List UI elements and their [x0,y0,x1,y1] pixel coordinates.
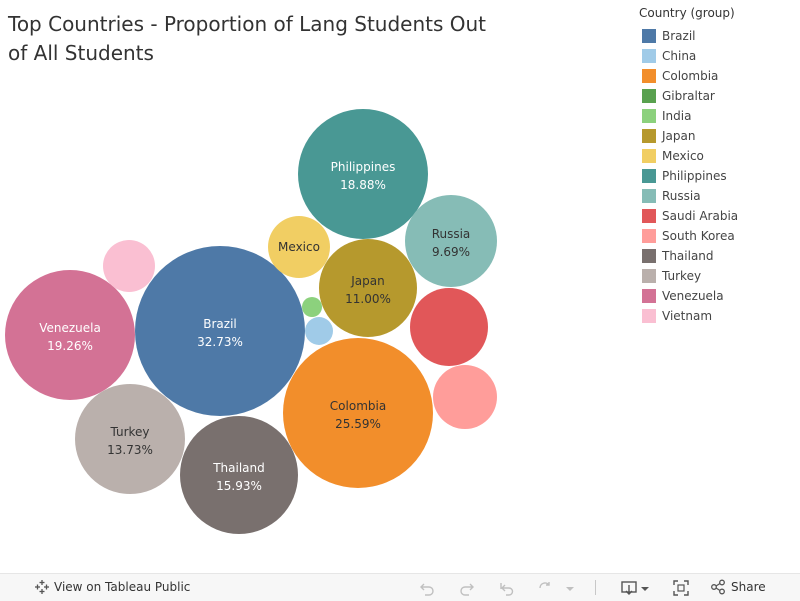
legend-swatch [642,149,656,163]
legend-label: Turkey [662,269,702,283]
refresh-icon[interactable] [536,579,554,597]
bubble-vietnam[interactable] [103,240,155,292]
toolbar-separator [595,580,596,595]
view-on-tableau-public-link[interactable]: View on Tableau Public [34,579,190,595]
legend-item-gibraltar[interactable]: Gibraltar [639,86,799,106]
legend-swatch [642,109,656,123]
legend-item-china[interactable]: China [639,46,799,66]
bubble-name-label: Philippines [331,160,396,174]
bubble-name-label: Venezuela [39,321,101,335]
legend-label: Russia [662,189,701,203]
refresh-dropdown-chevron-icon[interactable] [564,579,576,597]
bubble-name-label: Mexico [278,240,320,254]
legend-item-colombia[interactable]: Colombia [639,66,799,86]
bubble-name-label: Colombia [330,399,386,413]
legend-item-saudi-arabia[interactable]: Saudi Arabia [639,206,799,226]
legend-label: Colombia [662,69,719,83]
bubble-south-korea[interactable] [433,365,497,429]
legend-label: Japan [662,129,696,143]
bubble-name-label: Thailand [212,461,265,475]
legend-label: Thailand [662,249,714,263]
legend-item-brazil[interactable]: Brazil [639,26,799,46]
legend-swatch [642,29,656,43]
bubble-india[interactable] [302,297,322,317]
bubble-japan[interactable] [319,239,417,337]
legend-swatch [642,289,656,303]
legend-item-thailand[interactable]: Thailand [639,246,799,266]
legend-swatch [642,229,656,243]
legend-swatch [642,309,656,323]
legend-swatch [642,189,656,203]
bubble-philippines[interactable] [298,109,428,239]
legend-swatch [642,129,656,143]
legend-label: Venezuela [662,289,724,303]
undo-icon[interactable] [418,579,436,597]
bubble-venezuela[interactable] [5,270,135,400]
tableau-logo-icon [35,580,49,594]
download-icon[interactable] [620,579,652,597]
chart-title: Top Countries - Proportion of Lang Stude… [8,12,487,65]
bubble-value-label: 32.73% [197,335,243,349]
legend-item-mexico[interactable]: Mexico [639,146,799,166]
bubble-value-label: 19.26% [47,339,93,353]
legend-item-india[interactable]: India [639,106,799,126]
legend-label: Saudi Arabia [662,209,739,223]
bubble-value-label: 15.93% [216,479,262,493]
legend-item-turkey[interactable]: Turkey [639,266,799,286]
bubble-name-label: Brazil [203,317,237,331]
bubble-saudi-arabia[interactable] [410,288,488,366]
bubble-colombia[interactable] [283,338,433,488]
legend-swatch [642,249,656,263]
legend-label: Mexico [662,149,704,163]
share-icon [711,579,725,595]
bubble-value-label: 13.73% [107,443,153,457]
legend-title: Country (group) [639,6,735,20]
bubble-value-label: 9.69% [432,245,470,259]
bubble-name-label: Turkey [109,425,149,439]
view-link-label: View on Tableau Public [54,580,191,594]
bubble-thailand[interactable] [180,416,298,534]
legend-item-japan[interactable]: Japan [639,126,799,146]
bubble-value-label: 11.00% [345,292,391,306]
legend-swatch [642,169,656,183]
legend-item-vietnam[interactable]: Vietnam [639,306,799,326]
share-label: Share [731,580,766,594]
bubble-value-label: 18.88% [340,178,386,192]
legend-swatch [642,269,656,283]
legend-label: China [662,49,697,63]
legend-swatch [642,89,656,103]
legend: Country (group) Brazil China Colombia Gibra… [639,6,799,326]
legend-label: Brazil [662,29,696,43]
bubble-china[interactable] [305,317,333,345]
share-button[interactable]: Share [710,579,766,595]
bubble-value-label: 25.59% [335,417,381,431]
bubble-chart: Brazil 32.73% Colombia 25.59% Venezuela 19.26… [5,109,497,534]
bubble-mexico[interactable] [268,216,330,278]
legend-item-russia[interactable]: Russia [639,186,799,206]
fullscreen-icon[interactable] [672,579,690,597]
tableau-toolbar: View on Tableau Public Share [0,573,800,601]
legend-swatch [642,69,656,83]
legend-items: Brazil China Colombia Gibraltar India Japan Me… [639,26,799,326]
redo-icon[interactable] [458,579,476,597]
bubble-name-label: Russia [432,227,471,241]
legend-label: Philippines [662,169,727,183]
revert-icon[interactable] [498,579,516,597]
bubble-brazil[interactable] [135,246,305,416]
bubble-russia[interactable] [405,195,497,287]
legend-item-south-korea[interactable]: South Korea [639,226,799,246]
legend-label: India [662,109,692,123]
legend-label: Gibraltar [662,89,715,103]
bubble-name-label: Japan [350,274,384,288]
legend-label: Vietnam [662,309,713,323]
legend-swatch [642,209,656,223]
bubble-turkey[interactable] [75,384,185,494]
legend-item-venezuela[interactable]: Venezuela [639,286,799,306]
legend-label: South Korea [662,229,735,243]
legend-swatch [642,49,656,63]
legend-item-philippines[interactable]: Philippines [639,166,799,186]
